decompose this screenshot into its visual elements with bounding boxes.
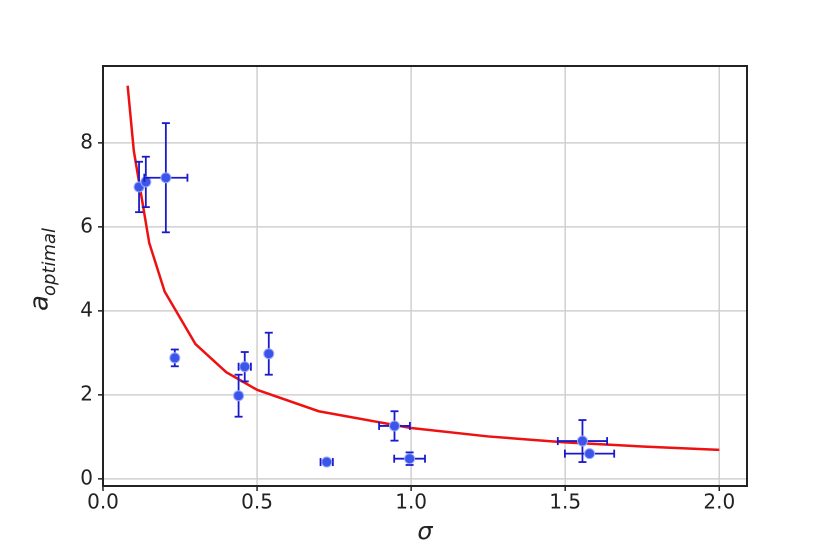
data-point [576,435,588,447]
plot-frame [102,65,748,487]
x-tick-label: 1.5 [549,490,581,514]
data-point [160,172,172,184]
y-axis-label: a optimal [25,228,61,311]
data-point [169,352,181,364]
fit-curve [126,85,720,452]
data-point [239,361,251,373]
y-tick-label: 8 [80,129,93,153]
y-tick-label: 0 [80,465,93,489]
y-tick-label: 6 [80,213,93,237]
data-point [404,453,416,465]
x-tick-label: 0.5 [241,490,273,514]
data-point [584,448,596,460]
data-point [321,456,333,468]
data-point [263,348,275,360]
y-tick-label: 4 [80,297,93,321]
x-axis-label: σ [417,517,433,545]
data-point [388,420,400,432]
x-tick-label: 0.0 [87,490,119,514]
x-tick-label: 2.0 [703,490,735,514]
data-point [233,390,245,402]
x-tick-label: 1.0 [395,490,427,514]
y-axis-label-sub: optimal [39,228,60,296]
y-axis-label-main: a [25,295,55,311]
y-tick-label: 2 [80,381,93,405]
